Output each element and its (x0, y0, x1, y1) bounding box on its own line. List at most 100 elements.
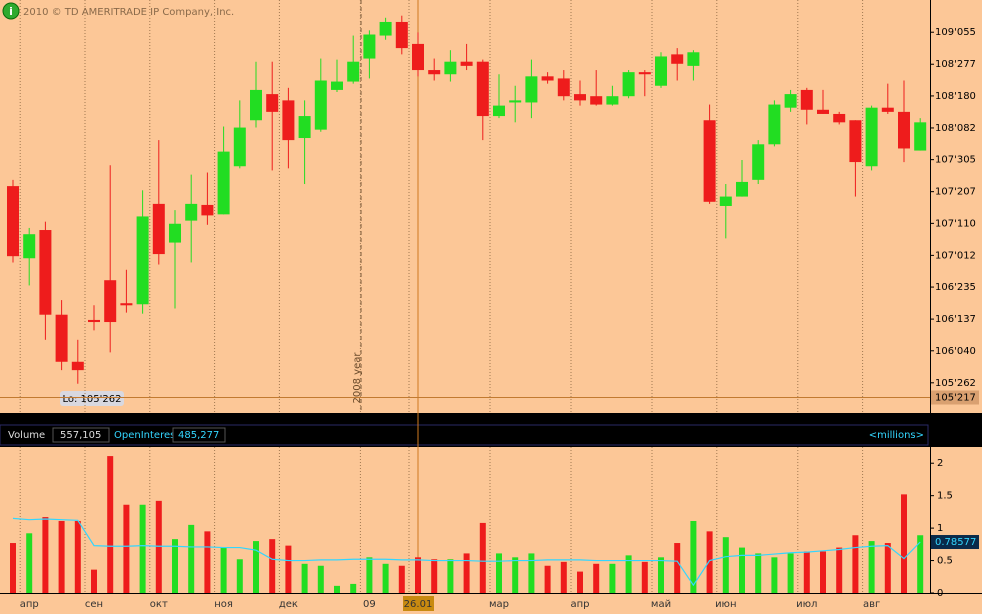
year-annotation: 2008 year (352, 352, 363, 404)
candle-body (784, 94, 797, 108)
volume-bar (204, 531, 211, 593)
volume-bar (771, 557, 778, 593)
x-tick-label: апр (570, 599, 589, 610)
volume-bar (382, 563, 389, 593)
volume-bar (674, 543, 681, 593)
cursor-date-box (403, 596, 434, 611)
volume-legend: Volume (8, 430, 45, 441)
candle-body (655, 56, 667, 86)
candle-body (201, 204, 214, 216)
x-tick-label: июл (796, 599, 817, 610)
candle-body (71, 361, 84, 371)
volume-bar (690, 520, 697, 593)
volume-bar (269, 539, 276, 593)
y-tick-label: 108'082 (935, 123, 976, 134)
y-tick-label: 107'305 (935, 155, 976, 166)
x-tick-label: сен (85, 599, 103, 610)
candle-body (914, 122, 927, 151)
x-tick-label: апр (20, 599, 39, 610)
candle-body (185, 203, 198, 221)
volume-bar (868, 541, 875, 593)
unit-label: <millions> (869, 430, 924, 441)
volume-bar (625, 555, 632, 593)
candle-body (282, 100, 295, 141)
volume-bar (220, 547, 227, 593)
x-tick-label: ноя (214, 599, 233, 610)
volume-total-box (52, 427, 110, 443)
candle-body (152, 203, 165, 255)
volume-bar (803, 551, 810, 593)
volume-bar (91, 569, 97, 593)
y-tick-label: 107'110 (935, 218, 976, 229)
volume-bar (285, 545, 292, 593)
candle-body (768, 104, 781, 145)
x-tick-label: окт (150, 599, 168, 610)
candle-body (833, 113, 846, 123)
volume-bar (658, 557, 664, 593)
y-tick-label: 106'040 (935, 346, 976, 357)
volume-bar (755, 553, 762, 593)
candle-body (849, 120, 862, 163)
candle-body (444, 61, 457, 75)
x-tick-label: 09 (363, 599, 376, 610)
info-icon[interactable] (2, 2, 20, 20)
volume-bar (852, 535, 859, 593)
volume-bar (172, 539, 178, 593)
info-icon-glyph[interactable]: i (9, 5, 13, 18)
volume-bar (188, 524, 195, 593)
low-label: Lo: 105'262 (63, 394, 122, 405)
volume-bar (496, 553, 502, 593)
candle-body (428, 70, 441, 75)
candle-body (314, 80, 327, 130)
last-price-box (931, 390, 979, 405)
y-tick-label: 106'137 (935, 314, 976, 325)
volume-bar (236, 559, 243, 593)
candle-body (800, 89, 813, 110)
candle-body (266, 94, 279, 112)
open-interest-line (12, 517, 921, 587)
candle-body (557, 78, 570, 97)
volume-bar (577, 571, 583, 593)
y-tick-label: 108'277 (935, 59, 976, 70)
candle-body (525, 76, 538, 103)
y-tick-label: 106'235 (935, 282, 976, 293)
volume-bar (917, 535, 924, 593)
copyright: 2010 © TD AMERITRADE IP Company, Inc. (23, 7, 234, 18)
time-axis (0, 594, 982, 614)
volume-bar (641, 561, 648, 593)
volume-bar (593, 563, 600, 593)
candle-body (136, 216, 149, 305)
candle-body (671, 54, 684, 64)
volume-bar (415, 557, 421, 593)
candle-body (703, 120, 716, 202)
volume-bar (253, 541, 259, 593)
low-label-box (60, 391, 124, 406)
volume-bar (139, 504, 146, 593)
candle-body (250, 89, 262, 121)
candle-body (363, 34, 376, 59)
volume-bar (706, 531, 713, 593)
candle-body (412, 43, 424, 71)
candle-body (719, 196, 732, 206)
volume-bar (431, 559, 438, 593)
candle-body (606, 96, 619, 105)
candle-body (881, 107, 894, 112)
price-axis (931, 0, 982, 413)
volume-bar (512, 557, 519, 593)
candle-body (590, 96, 603, 105)
volume-bar (820, 551, 826, 593)
oi-total-box (172, 427, 226, 443)
volume-bar (334, 585, 340, 593)
volume-bar (901, 494, 907, 593)
oi-legend: OpenInterest (114, 430, 179, 441)
volume-bar (447, 559, 454, 593)
candle-body (347, 61, 360, 82)
volume-bar (42, 517, 49, 593)
oi-total: 485,277 (178, 430, 219, 441)
y-tick-label: 0.5 (937, 556, 953, 567)
candle-body (120, 303, 133, 306)
volume-bar (560, 561, 567, 593)
y-tick-label: 107'012 (935, 250, 976, 261)
candle-body (687, 52, 700, 66)
